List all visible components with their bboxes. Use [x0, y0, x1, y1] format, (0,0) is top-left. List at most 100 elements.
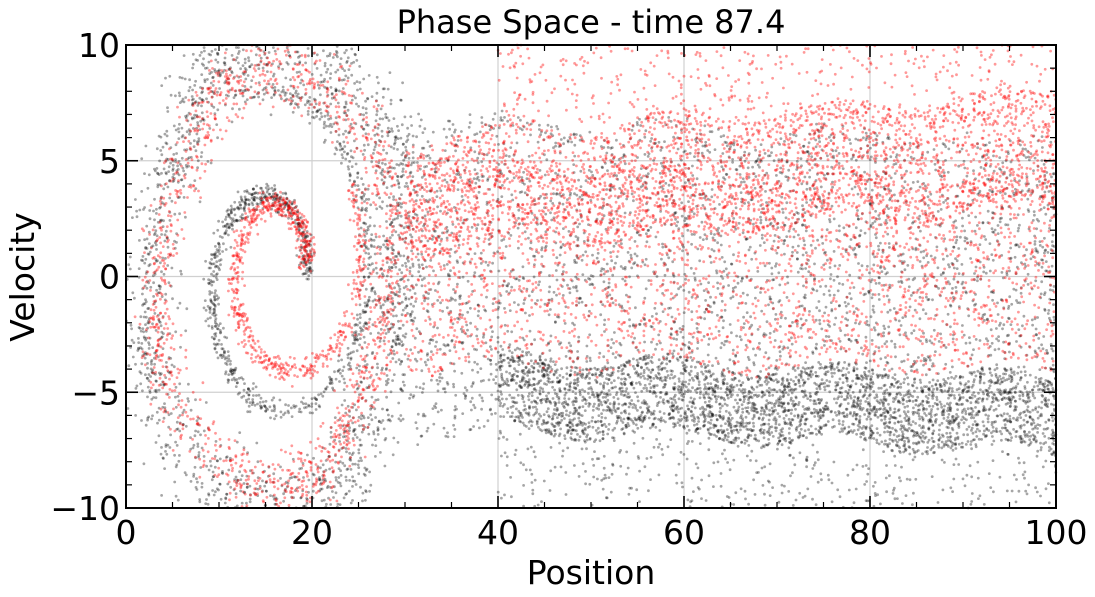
data-point	[481, 399, 485, 403]
data-point	[602, 272, 606, 276]
data-point	[409, 319, 413, 322]
data-point	[611, 273, 615, 277]
data-point	[248, 497, 252, 501]
data-point	[860, 383, 863, 386]
data-point	[933, 162, 937, 166]
data-point	[248, 401, 252, 404]
data-point	[155, 288, 159, 292]
data-point	[480, 396, 484, 400]
data-point	[829, 139, 833, 143]
data-point	[174, 158, 177, 161]
data-point	[167, 165, 171, 169]
data-point	[183, 136, 187, 140]
data-point	[437, 236, 441, 239]
data-point	[396, 337, 400, 341]
data-point	[142, 315, 146, 319]
data-point	[418, 274, 422, 278]
data-point	[157, 134, 161, 138]
data-point	[140, 157, 144, 161]
data-point	[314, 102, 318, 106]
data-point	[146, 395, 149, 399]
data-point	[180, 178, 184, 182]
data-point	[818, 318, 821, 322]
data-point	[391, 218, 395, 222]
data-point	[478, 130, 482, 134]
data-point	[250, 63, 254, 66]
data-point	[306, 453, 309, 457]
data-point	[239, 206, 243, 210]
data-point	[399, 175, 403, 179]
data-point	[393, 331, 396, 334]
data-point	[946, 312, 950, 316]
data-point	[245, 485, 249, 489]
data-point	[423, 360, 427, 364]
data-point	[362, 77, 366, 81]
data-point	[177, 160, 181, 163]
data-point	[139, 346, 142, 349]
data-point	[151, 244, 155, 248]
data-point	[210, 70, 213, 74]
data-point	[642, 374, 645, 378]
data-point	[374, 416, 377, 419]
data-point	[1047, 309, 1051, 312]
data-point	[280, 90, 284, 94]
data-point	[224, 103, 227, 107]
data-point	[411, 395, 415, 399]
data-point	[351, 499, 354, 502]
data-point	[329, 72, 333, 75]
data-point	[166, 264, 170, 267]
data-point	[172, 173, 176, 176]
data-point	[213, 314, 217, 318]
data-point	[786, 275, 789, 279]
data-point	[336, 55, 339, 59]
data-point	[411, 143, 415, 147]
data-point	[233, 200, 237, 204]
data-point	[390, 246, 394, 249]
data-point	[225, 492, 229, 496]
data-point	[150, 397, 154, 401]
data-point	[175, 152, 179, 155]
data-point	[492, 378, 495, 381]
data-point	[995, 363, 999, 367]
data-point	[372, 430, 375, 434]
data-point	[1001, 161, 1005, 165]
data-point	[426, 239, 430, 243]
data-point	[269, 113, 273, 117]
data-point	[373, 252, 377, 256]
data-point	[385, 116, 389, 120]
data-point	[403, 240, 407, 244]
data-point	[296, 50, 300, 54]
data-point	[650, 137, 653, 140]
data-point	[178, 122, 181, 126]
data-point	[245, 485, 249, 489]
data-point	[351, 437, 355, 440]
data-point	[199, 466, 203, 469]
data-point	[216, 228, 220, 232]
data-point	[473, 150, 477, 154]
data-point	[318, 489, 322, 493]
data-point	[391, 301, 395, 305]
data-point	[155, 379, 158, 383]
data-point	[337, 448, 341, 452]
data-point	[343, 399, 347, 402]
data-point	[152, 372, 156, 375]
data-point	[215, 123, 219, 126]
data-point	[221, 70, 225, 74]
data-point	[322, 101, 326, 105]
data-point	[877, 346, 881, 349]
data-point	[270, 409, 274, 413]
data-point	[762, 241, 766, 245]
data-point	[316, 83, 320, 87]
data-point	[426, 358, 430, 362]
data-point	[841, 167, 845, 171]
data-point	[227, 67, 231, 71]
data-point	[362, 194, 365, 198]
data-point	[243, 195, 247, 199]
data-point	[385, 367, 388, 370]
data-point	[998, 156, 1002, 160]
data-point	[943, 404, 946, 408]
data-point	[231, 107, 234, 111]
data-point	[466, 279, 470, 283]
data-point	[687, 290, 691, 294]
data-point	[746, 166, 750, 170]
